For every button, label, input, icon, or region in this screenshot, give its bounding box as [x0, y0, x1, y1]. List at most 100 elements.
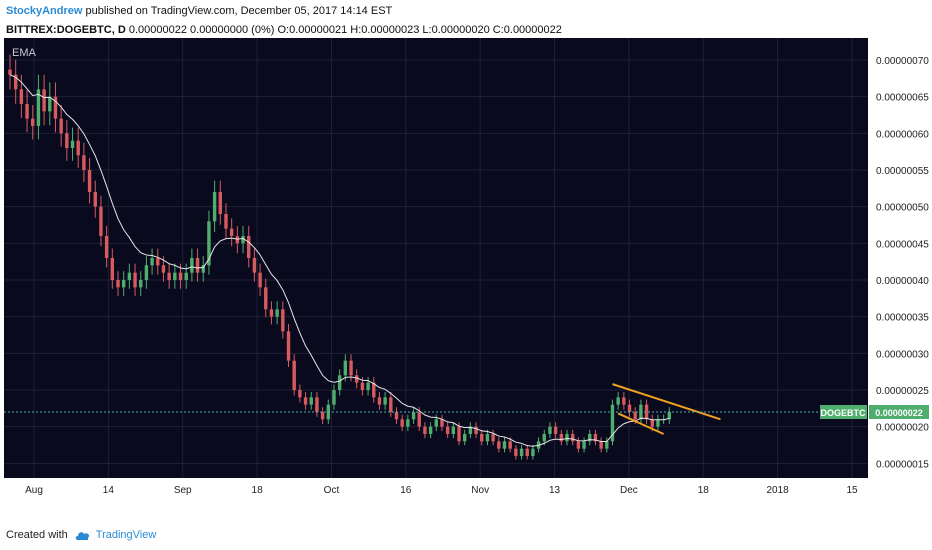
- ema-line: [9, 74, 670, 447]
- candle-body: [406, 419, 410, 427]
- candles: [8, 54, 672, 460]
- candle-body: [258, 272, 262, 288]
- y-tick-label: 0.00000050: [876, 203, 929, 214]
- candle-body: [650, 419, 654, 427]
- candle-body: [42, 89, 46, 112]
- candle-body: [212, 192, 217, 222]
- candle-body: [582, 441, 586, 449]
- candle-body: [87, 170, 92, 192]
- candle-body: [428, 426, 433, 434]
- y-axis: 0.00000015 0.00000020 0.00000025 0.00000030…: [876, 56, 929, 470]
- candle-body: [627, 404, 632, 412]
- ohlc-values: 0.00000022 0.00000000 (0%) O:0.00000021 …: [128, 24, 562, 36]
- candle-body: [502, 441, 507, 449]
- candle-body: [400, 419, 404, 427]
- chart-area[interactable]: DOGEBTC 0.00000022 0.00000015 0.00000020 0.…: [0, 38, 932, 516]
- x-tick-label: 18: [698, 485, 710, 496]
- candle-body: [667, 412, 672, 420]
- trendline: [617, 412, 665, 435]
- candle-body: [531, 448, 535, 456]
- candle-body: [610, 404, 615, 442]
- candle-body: [605, 441, 609, 449]
- candle-body: [480, 434, 484, 442]
- candle-body: [173, 272, 177, 280]
- candle-body: [36, 89, 41, 126]
- candle-body: [337, 375, 342, 390]
- candle-body: [462, 434, 467, 442]
- y-tick-label: 0.00000040: [876, 276, 929, 287]
- tradingview-logo[interactable]: TradingView: [74, 529, 156, 541]
- candle-body: [411, 412, 416, 420]
- candle-body: [514, 448, 518, 456]
- candle-body: [178, 272, 183, 280]
- x-tick-label: Dec: [620, 485, 638, 496]
- symbol-tag-bg: [820, 405, 867, 419]
- chart-header: StockyAndrew published on TradingView.co…: [6, 4, 926, 38]
- y-tick-label: 0.00000045: [876, 239, 929, 250]
- candle-body: [207, 221, 211, 266]
- candle-body: [121, 280, 126, 288]
- candle-body: [133, 272, 137, 288]
- candle-body: [383, 397, 387, 405]
- candle-body: [576, 441, 581, 449]
- candle-body: [343, 360, 348, 376]
- candle-body: [320, 412, 325, 420]
- x-tick-label: Aug: [25, 485, 43, 496]
- x-tick-label: Nov: [471, 485, 489, 496]
- candle-body: [570, 434, 575, 442]
- candle-body: [303, 397, 308, 405]
- x-tick-label: 18: [252, 485, 264, 496]
- x-tick-label: Sep: [174, 485, 192, 496]
- author-link[interactable]: StockyAndrew: [6, 5, 83, 17]
- x-tick-label: 2018: [767, 485, 790, 496]
- candle-body: [372, 382, 376, 398]
- candle-body: [548, 426, 552, 434]
- candle-body: [656, 419, 660, 427]
- candle-body: [195, 258, 200, 273]
- candle-body: [110, 258, 115, 280]
- y-tick-label: 0.00000025: [876, 386, 929, 397]
- price-chart[interactable]: DOGEBTC 0.00000022 0.000000150.000000200.…: [0, 38, 932, 516]
- candle-body: [82, 155, 86, 170]
- x-tick-label: 13: [549, 485, 561, 496]
- candle-body: [417, 412, 421, 427]
- y-tick-label: 0.00000030: [876, 349, 929, 360]
- candle-body: [451, 426, 456, 434]
- x-axis-background: [4, 478, 868, 516]
- candle-body: [309, 397, 313, 405]
- cloud-icon: [75, 532, 89, 540]
- annotations: DOGEBTC 0.00000022: [4, 383, 929, 435]
- candle-body: [224, 214, 228, 229]
- candle-body: [360, 382, 365, 390]
- candle-body: [622, 397, 626, 405]
- candle-body: [139, 280, 143, 288]
- candle-body: [252, 258, 257, 273]
- candle-body: [445, 426, 450, 434]
- candle-body: [588, 434, 592, 442]
- candle-body: [644, 404, 649, 420]
- candle-body: [366, 382, 370, 390]
- candle-body: [593, 434, 598, 442]
- plot-background: [4, 38, 868, 478]
- candle-body: [13, 74, 18, 90]
- candle-body: [127, 272, 132, 280]
- candle-body: [286, 331, 291, 361]
- candle-body: [519, 448, 524, 456]
- y-tick-label: 0.00000070: [876, 56, 929, 67]
- candle-body: [389, 397, 393, 412]
- candle-body: [508, 441, 512, 449]
- candle-body: [70, 140, 75, 148]
- y-tick-label: 0.00000015: [876, 459, 929, 470]
- candle-body: [565, 434, 569, 442]
- candle-body: [76, 140, 80, 156]
- candle-body: [355, 375, 359, 383]
- candle-body: [48, 96, 52, 112]
- price-tag: 0.00000022: [875, 408, 923, 418]
- candle-body: [31, 118, 35, 126]
- candle-body: [434, 419, 438, 427]
- trendline: [612, 383, 721, 421]
- candle-body: [377, 397, 382, 405]
- candle-body: [218, 192, 223, 214]
- candle-body: [150, 258, 154, 266]
- candle-body: [235, 236, 240, 244]
